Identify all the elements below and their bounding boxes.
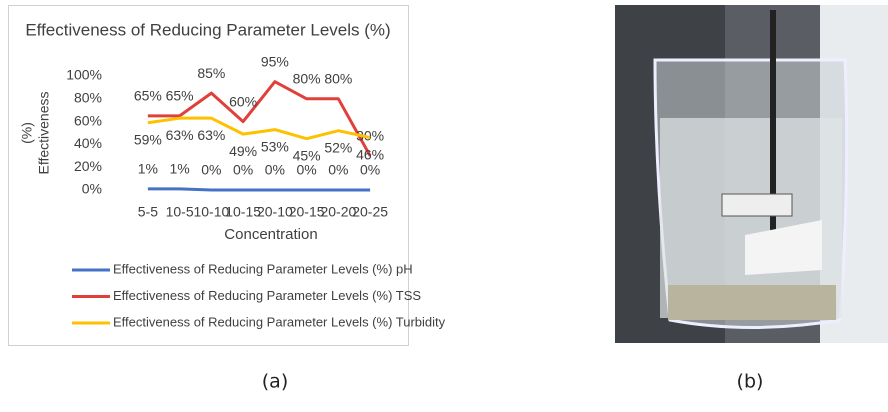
- data-label: 45%: [293, 147, 321, 163]
- data-label: 80%: [293, 71, 321, 87]
- series-line: [148, 189, 370, 190]
- caption: (a): [262, 371, 288, 393]
- data-label: 0%: [328, 162, 348, 178]
- y-axis-label: Effectiveness: [36, 91, 52, 174]
- data-label: 0%: [201, 162, 221, 178]
- data-label: 1%: [138, 161, 158, 177]
- x-tick-label: 20-10: [257, 204, 293, 220]
- x-tick-label: 20-15: [289, 204, 325, 220]
- x-tick-label: 10-15: [225, 204, 261, 220]
- y-tick-label: 20%: [74, 158, 102, 174]
- data-label: 85%: [197, 65, 225, 81]
- x-tick-label: 20-20: [320, 204, 356, 220]
- data-label: 49%: [229, 143, 257, 159]
- legend-label: Effectiveness of Reducing Parameter Leve…: [113, 314, 446, 329]
- y-tick-label: 40%: [74, 135, 102, 151]
- data-label: 0%: [233, 162, 253, 178]
- chart-title: Effectiveness of Reducing Parameter Leve…: [25, 20, 390, 39]
- data-label: 0%: [360, 162, 380, 178]
- x-tick-label: 20-25: [352, 204, 388, 220]
- data-label: 46%: [356, 146, 384, 162]
- photo: [615, 5, 888, 343]
- y-tick-label: 80%: [74, 90, 102, 106]
- data-label: 1%: [170, 161, 190, 177]
- data-label: 52%: [324, 139, 352, 155]
- data-label: 65%: [134, 88, 162, 104]
- data-label: 0%: [265, 162, 285, 178]
- x-tick-label: 5-5: [138, 204, 158, 220]
- y-tick-label: 0%: [82, 181, 102, 197]
- data-label: 63%: [166, 127, 194, 143]
- x-tick-label: 10-5: [166, 204, 194, 220]
- x-axis-label: Concentration: [224, 226, 317, 243]
- data-label: 59%: [134, 131, 162, 147]
- y-tick-label: 60%: [74, 112, 102, 128]
- data-label: 65%: [166, 88, 194, 104]
- data-label: 95%: [261, 53, 289, 69]
- data-label: 53%: [261, 138, 289, 154]
- x-tick-label: 10-10: [193, 204, 229, 220]
- data-label: 63%: [197, 127, 225, 143]
- data-label: 80%: [324, 71, 352, 87]
- y-tick-label: 100%: [66, 67, 102, 83]
- y-axis-label: (%): [19, 122, 35, 144]
- legend-label: Effectiveness of Reducing Parameter Leve…: [113, 261, 413, 276]
- legend-label: Effectiveness of Reducing Parameter Leve…: [113, 288, 421, 303]
- figure: Effectiveness of Reducing Parameter Leve…: [0, 0, 888, 407]
- caption: (b): [737, 371, 764, 393]
- data-label: 0%: [297, 162, 317, 178]
- data-label: 60%: [229, 93, 257, 109]
